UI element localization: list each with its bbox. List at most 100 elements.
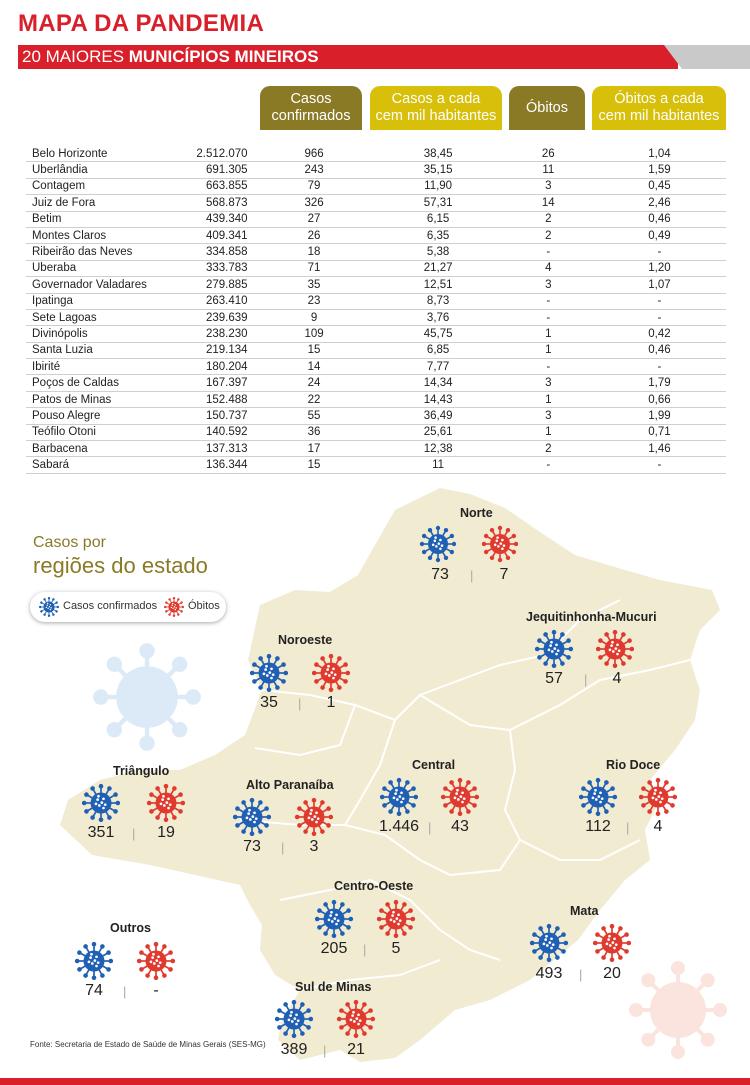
city-name: Montes Claros — [26, 227, 158, 245]
cases-per-100k-value: 8,73 — [372, 293, 504, 310]
cell-gap — [251, 227, 264, 245]
region-cases-count: 74 — [85, 982, 103, 999]
value-separator: | — [281, 840, 285, 855]
population: 137.313 — [157, 440, 252, 458]
population: 238.230 — [157, 325, 252, 343]
cell-gap — [503, 260, 511, 278]
deaths-per-100k-value: 2,46 — [592, 194, 726, 212]
cell-gap — [364, 178, 373, 196]
value-separator: | — [323, 1043, 327, 1058]
cell-gap — [251, 358, 264, 376]
cell-gap — [586, 276, 593, 294]
cell-gap — [364, 146, 373, 163]
city-name: Ipatinga — [26, 293, 158, 310]
region-name: Jequitinhonha-Mucuri — [526, 610, 657, 624]
cell-gap — [364, 194, 373, 212]
cell-gap — [251, 440, 264, 458]
deaths-value: - — [510, 358, 586, 376]
deaths-per-100k-value: 0,45 — [592, 178, 726, 196]
region-cases-count: 73 — [431, 566, 449, 583]
region-cases-count: 35 — [260, 694, 278, 711]
cases-value: 17 — [263, 440, 365, 458]
deaths-value: 3 — [510, 407, 586, 425]
header-obitos: Óbitos — [509, 86, 585, 130]
cases-value: 9 — [263, 309, 365, 327]
region-cases-count: 351 — [87, 824, 115, 841]
deaths-per-100k-value: 0,46 — [592, 211, 726, 228]
virus-red-icon — [439, 776, 481, 823]
cell-gap — [586, 374, 593, 392]
region-name: Sul de Minas — [295, 980, 372, 994]
table-row: Teófilo Otoni 140.592 36 25,61 1 0,71 — [26, 424, 726, 442]
cell-gap — [503, 194, 511, 212]
population: 180.204 — [157, 358, 252, 376]
table-row: Governador Valadares 279.885 35 12,51 3 1,07 — [26, 276, 726, 294]
deaths-per-100k-value: 0,66 — [592, 391, 726, 409]
table-row: Uberlândia 691.305 243 35,15 11 1,59 — [26, 161, 726, 179]
value-separator: | — [428, 820, 432, 835]
city-name: Barbacena — [26, 440, 158, 458]
cell-gap — [251, 424, 264, 442]
cell-gap — [503, 358, 511, 376]
cell-gap — [364, 440, 373, 458]
city-name: Juiz de Fora — [26, 194, 158, 212]
deaths-per-100k-value: 0,42 — [592, 325, 726, 343]
header-casos-confirmados: Casos confirmados — [260, 86, 362, 130]
cell-gap — [364, 407, 373, 425]
cell-gap — [503, 227, 511, 245]
virus-blue-icon — [533, 628, 575, 675]
cases-value: 966 — [263, 146, 365, 163]
page-title: MAPA DA PANDEMIA — [18, 10, 265, 37]
deaths-value: 3 — [510, 276, 586, 294]
cell-gap — [586, 146, 593, 163]
cases-per-100k-value: 3,76 — [372, 309, 504, 327]
virus-red-icon — [591, 922, 633, 969]
cell-gap — [586, 456, 593, 474]
city-name: Poços de Caldas — [26, 374, 158, 392]
table-row: Montes Claros 409.341 26 6,35 2 0,49 — [26, 227, 726, 245]
value-separator: | — [584, 672, 588, 687]
cell-gap — [364, 260, 373, 278]
table-row: Sabará 136.344 15 11- - — [26, 456, 726, 474]
cases-per-100k-value: 12,38 — [372, 440, 504, 458]
legend-title-line1: Casos por — [33, 534, 106, 551]
table-row: Poços de Caldas 167.397 24 14,34 3 1,79 — [26, 374, 726, 392]
cases-value: 18 — [263, 243, 365, 261]
cell-gap — [586, 309, 593, 327]
cell-gap — [251, 178, 264, 196]
cell-gap — [586, 358, 593, 376]
region-cases-count: 493 — [535, 965, 563, 982]
deaths-per-100k-value: 0,46 — [592, 342, 726, 360]
region-deaths-count: 3 — [309, 838, 319, 855]
virus-blue-icon — [378, 776, 420, 823]
table-row: Ibirité 180.204 14 7,77- - — [26, 358, 726, 376]
population: 2.512.070 — [157, 146, 252, 163]
city-name: Ribeirão das Neves — [26, 243, 158, 261]
region-deaths-count: 7 — [499, 566, 509, 583]
cell-gap — [251, 211, 264, 228]
population: 150.737 — [157, 407, 252, 425]
city-name: Teófilo Otoni — [26, 424, 158, 442]
cell-gap — [364, 358, 373, 376]
cases-per-100k-value: 11 — [372, 456, 504, 474]
virus-blue-icon — [273, 998, 315, 1045]
table-row: Uberaba 333.783 71 21,27 4 1,20 — [26, 260, 726, 278]
cases-per-100k-value: 57,31 — [372, 194, 504, 212]
cell-gap — [503, 440, 511, 458]
cell-gap — [503, 178, 511, 196]
cases-per-100k-value: 6,15 — [372, 211, 504, 228]
subtitle-bold: MUNICÍPIOS MINEIROS — [128, 47, 319, 66]
population: 439.340 — [157, 211, 252, 228]
cases-value: 71 — [263, 260, 365, 278]
cell-gap — [503, 276, 511, 294]
cell-gap — [586, 342, 593, 360]
deaths-value: 2 — [510, 227, 586, 245]
cell-gap — [503, 374, 511, 392]
virus-blue-icon — [38, 596, 60, 623]
cases-value: 14 — [263, 358, 365, 376]
cell-gap — [251, 293, 264, 310]
region-cases-count: 205 — [320, 940, 348, 957]
population: 691.305 — [157, 161, 252, 179]
cell-gap — [251, 276, 264, 294]
legend-title-line2: regiões do estado — [33, 553, 208, 578]
